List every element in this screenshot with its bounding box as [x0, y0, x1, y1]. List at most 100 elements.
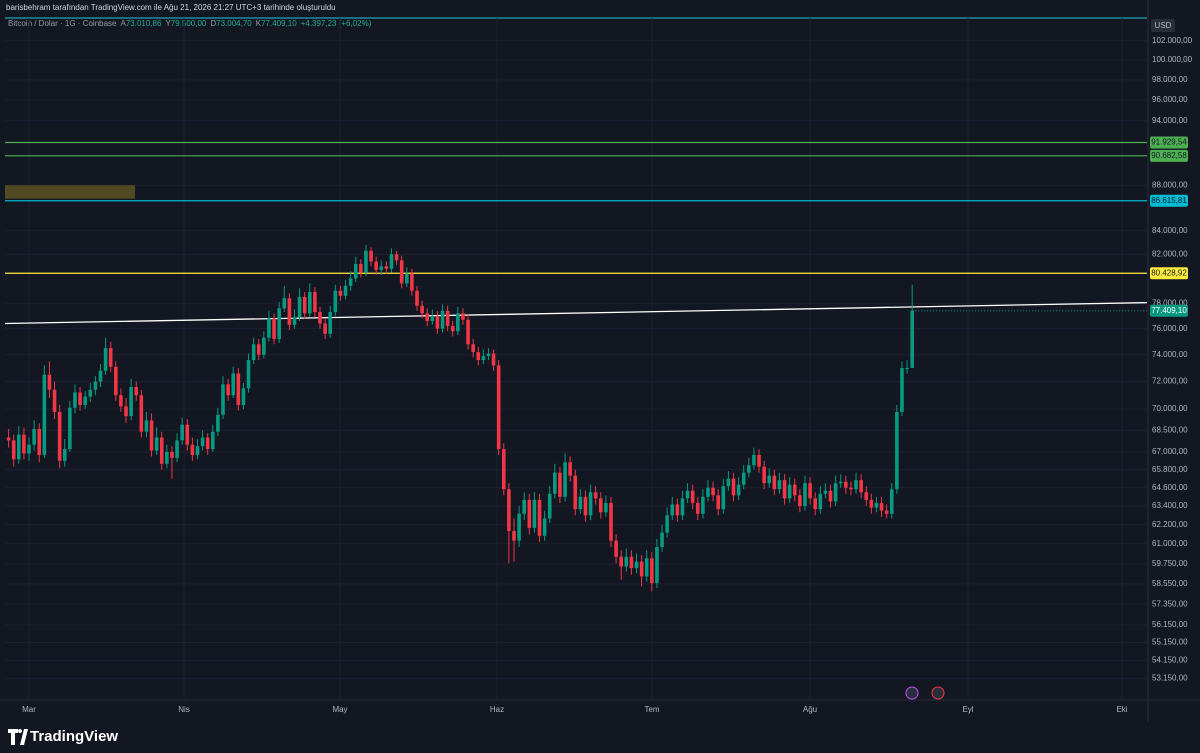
candle-body: [568, 462, 572, 476]
candle-body: [629, 556, 634, 569]
candle-body: [583, 496, 588, 516]
plot-area: [4, 18, 1148, 700]
y-tick-label: 65.800,00: [1152, 465, 1188, 474]
candle-body: [205, 437, 210, 450]
candle-body: [37, 428, 42, 455]
candle-body: [277, 308, 281, 340]
last-price-box: [1150, 304, 1188, 317]
candle-body: [11, 440, 16, 460]
candle-body: [736, 484, 741, 496]
symbol: Bitcoin / Dolar · 1G · Coinbase: [8, 19, 117, 28]
candle-body: [461, 313, 465, 320]
candle-body: [874, 502, 879, 508]
y-tick-label: 88.000,00: [1152, 180, 1188, 189]
candle-body: [297, 297, 302, 318]
candle-body: [287, 298, 292, 325]
event-icon[interactable]: [905, 686, 919, 700]
candle-body: [639, 561, 644, 577]
candle-body: [185, 424, 190, 445]
candle-body: [180, 424, 184, 441]
candle-body: [537, 499, 542, 536]
y-tick-label: 76.000,00: [1152, 324, 1188, 333]
ohlc-key: D: [210, 19, 216, 28]
candle-body: [364, 250, 368, 273]
candle-body: [690, 490, 695, 503]
candle-body: [292, 317, 297, 325]
candle-body: [864, 492, 869, 500]
ohlc-key: A: [121, 19, 127, 28]
candle-body: [394, 254, 399, 261]
candle-body: [348, 278, 353, 286]
candle-body: [389, 254, 394, 269]
candle-body: [42, 374, 47, 455]
candle-body: [701, 496, 705, 514]
footer: TradingView: [0, 722, 1200, 753]
y-tick-label: 72.000,00: [1152, 377, 1188, 386]
candle-body: [486, 353, 491, 357]
candle-body: [752, 454, 756, 466]
y-tick-label: 96.000,00: [1152, 95, 1188, 104]
candle-body: [333, 290, 338, 313]
zone: [5, 185, 135, 199]
candle-body: [282, 298, 287, 309]
y-tick-label: 56.150,00: [1152, 620, 1188, 629]
candle-body: [792, 484, 797, 496]
y-tick-label: 58.550,00: [1152, 579, 1188, 588]
candle-body: [660, 532, 664, 548]
x-tick-label: Eyl: [962, 705, 973, 714]
level-label: 86.615,81: [1151, 196, 1187, 205]
candle-body: [119, 395, 123, 407]
candle-body: [149, 420, 154, 451]
candle-body: [644, 558, 649, 577]
candle-body: [491, 353, 496, 366]
candle-body: [374, 261, 378, 270]
candle-body: [828, 490, 833, 502]
y-tick-label: 54.150,00: [1152, 655, 1188, 664]
candle-body: [762, 466, 766, 484]
candle-body: [905, 367, 909, 369]
candle-body: [757, 454, 761, 467]
candle-body: [22, 434, 26, 454]
candle-body: [379, 266, 384, 270]
candle-body: [869, 499, 874, 508]
ohlc-value: 73.004,70: [216, 19, 252, 28]
change: +4.397,23 (+6,02%): [301, 19, 372, 28]
candle-body: [200, 437, 205, 447]
candle-body: [675, 504, 680, 516]
candle-body: [634, 561, 639, 569]
candle-body: [165, 452, 169, 464]
candle-body: [650, 558, 654, 584]
ohlc-key: Y: [165, 19, 171, 28]
candle-body: [563, 462, 567, 497]
y-tick-label: 53.150,00: [1152, 674, 1188, 683]
candle-body: [895, 411, 899, 490]
candle-body: [838, 481, 843, 484]
footer-bar: [0, 722, 1200, 753]
candle-body: [440, 310, 445, 329]
candle-body: [216, 414, 220, 432]
candle-body: [68, 407, 72, 450]
candle-body: [139, 395, 144, 432]
candle-body: [685, 490, 690, 499]
candle-body: [62, 449, 67, 461]
level-label: 80.428,92: [1151, 268, 1187, 277]
candle-body: [726, 478, 731, 487]
event-icon[interactable]: [931, 686, 945, 700]
candle-body: [711, 487, 715, 496]
candle-body: [741, 472, 746, 485]
candle-body: [267, 318, 271, 338]
ohlc-value: 77.409,10: [261, 19, 297, 28]
candle-body: [512, 531, 516, 541]
candle-body: [604, 502, 608, 513]
y-tick-label: 98.000,00: [1152, 75, 1188, 84]
candle-body: [767, 475, 772, 484]
candle-body: [52, 389, 57, 412]
y-tick-label: 59.750,00: [1152, 559, 1188, 568]
candle-body: [456, 313, 460, 332]
candle-body: [369, 250, 373, 262]
level-label-box: [1150, 149, 1188, 162]
x-tick-label: Tem: [644, 705, 659, 714]
y-tick-label: 64.600,00: [1152, 483, 1188, 492]
candle-body: [445, 310, 450, 327]
candle-body: [527, 499, 532, 528]
